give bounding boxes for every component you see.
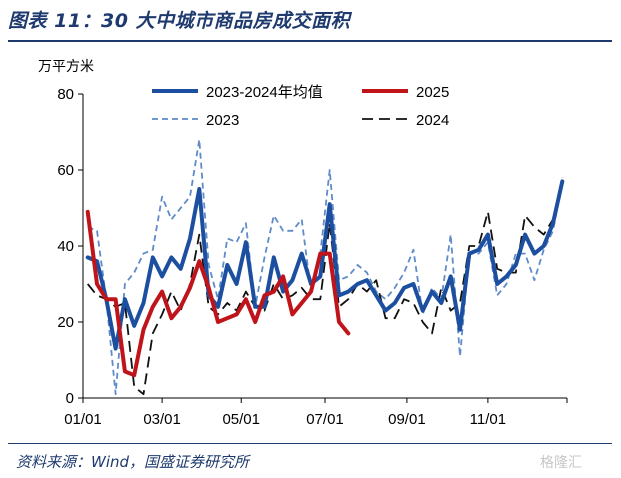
series-line-1 (85, 179, 565, 351)
series-line-3 (87, 138, 564, 396)
y-tick-label: 40 (57, 238, 74, 255)
title-divider (8, 40, 612, 42)
legend: 2023-2024年均值 2025 2023 2024 (152, 84, 449, 129)
x-tick-label: 07/01 (306, 411, 344, 428)
y-axis-label: 万平方米 (38, 59, 94, 75)
legend-label-1: 2023-2024年均值 (206, 84, 323, 101)
x-tick-label: 05/01 (222, 411, 260, 428)
legend-label-4: 2024 (416, 112, 449, 129)
y-tick-label: 0 (66, 390, 74, 407)
legend-label-2: 2025 (416, 84, 449, 101)
watermark: 格隆汇 (540, 455, 582, 471)
series-line-2 (85, 209, 351, 378)
chart-title: 图表 11：30 大中城市商品房成交面积 (8, 10, 351, 32)
source-note: 资料来源：Wind，国盛证券研究所 (16, 453, 250, 471)
x-tick-label: 03/01 (143, 411, 181, 428)
legend-label-3: 2023 (206, 112, 239, 129)
x-tick-label: 01/01 (64, 411, 102, 428)
x-tick-label: 09/01 (388, 411, 426, 428)
y-tick-label: 80 (57, 86, 74, 103)
source-divider (8, 443, 612, 444)
y-tick-label: 60 (57, 162, 74, 179)
y-tick-label: 20 (57, 314, 74, 331)
x-tick-label: 11/01 (470, 411, 506, 428)
